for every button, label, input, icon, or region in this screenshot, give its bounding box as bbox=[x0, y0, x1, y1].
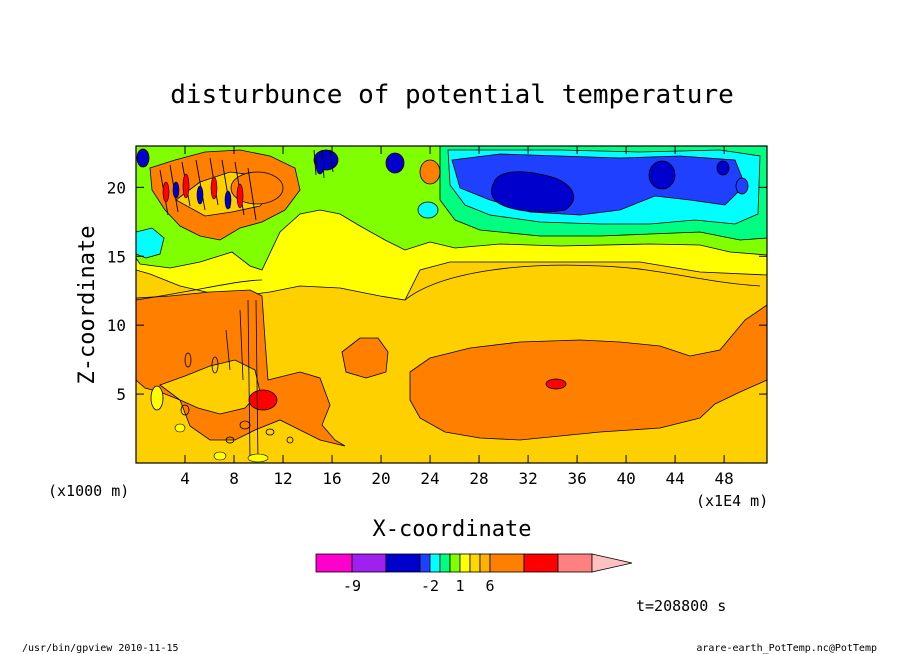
field-region-orange-right bbox=[409, 304, 767, 441]
colorbar-segment bbox=[429, 553, 441, 573]
x-axis-label: X-coordinate bbox=[373, 517, 532, 542]
colorbar-segment bbox=[523, 553, 559, 573]
x-tick-label: 16 bbox=[322, 469, 341, 488]
colorbar-segment bbox=[419, 553, 431, 573]
y-tick-label: 15 bbox=[107, 247, 126, 266]
y-unit-label: (x1000 m) bbox=[48, 482, 129, 500]
field-noise-lower-fill bbox=[174, 423, 269, 463]
y-tick-label: 5 bbox=[116, 385, 126, 404]
field-blob-yellow-1 bbox=[150, 385, 164, 411]
field-region-orange-mid bbox=[341, 337, 389, 379]
field-region-darkblue bbox=[491, 171, 575, 213]
x-unit-label: (x1E4 m) bbox=[696, 492, 768, 510]
colorbar-segment bbox=[449, 553, 461, 573]
field-streaks-red bbox=[162, 173, 244, 209]
y-axis-label: Z-coordinate bbox=[75, 226, 100, 385]
field-streaks-blue bbox=[172, 155, 325, 210]
colorbar-tick-label: -2 bbox=[421, 577, 439, 595]
field-contours bbox=[136, 264, 761, 301]
footer-right: arare-earth_PotTemp.nc@PotTemp bbox=[696, 643, 877, 654]
colorbar-segment bbox=[557, 553, 593, 573]
colorbar-segment bbox=[351, 553, 387, 573]
colorbar-segment bbox=[459, 553, 471, 573]
field-noise-lower bbox=[180, 299, 294, 463]
x-axis-ticks: 4 8 12 16 20 24 28 32 36 40 44 48 bbox=[180, 146, 734, 488]
x-tick-label: 40 bbox=[616, 469, 635, 488]
field-blob-cyan-1 bbox=[417, 201, 439, 219]
colorbar-segment bbox=[439, 553, 451, 573]
plot-frame bbox=[135, 145, 768, 464]
colorbar-tick-label: 1 bbox=[455, 577, 464, 595]
x-tick-label: 48 bbox=[714, 469, 733, 488]
colorbar-segment bbox=[469, 553, 481, 573]
field-blob-blue-1 bbox=[385, 152, 405, 174]
time-label: t=208800 s bbox=[636, 597, 726, 615]
colorbar-segment bbox=[315, 553, 353, 573]
x-tick-label: 28 bbox=[469, 469, 488, 488]
x-tick-label: 32 bbox=[518, 469, 537, 488]
x-tick-label: 8 bbox=[229, 469, 239, 488]
x-tick-label: 24 bbox=[420, 469, 439, 488]
field-region-darkblue-2 bbox=[648, 160, 676, 190]
colorbar-tick-label: -9 bbox=[343, 577, 361, 595]
x-tick-label: 36 bbox=[567, 469, 586, 488]
colorbar-segment bbox=[479, 553, 491, 573]
colorbar bbox=[315, 553, 633, 573]
footer-left: /usr/bin/gpview 2010-11-15 bbox=[22, 643, 179, 654]
y-tick-label: 10 bbox=[107, 316, 126, 335]
plot-area bbox=[136, 146, 767, 463]
field-blob-orange-1 bbox=[230, 171, 284, 205]
x-tick-label: 44 bbox=[665, 469, 684, 488]
y-tick-label: 20 bbox=[107, 178, 126, 197]
colorbar-segment bbox=[385, 553, 421, 573]
y-axis-ticks: 5 10 15 20 bbox=[107, 178, 767, 404]
colorbar-segment bbox=[489, 553, 525, 573]
x-tick-label: 4 bbox=[180, 469, 190, 488]
field-blob-red-2 bbox=[248, 389, 278, 411]
field-blob-blue-2 bbox=[136, 148, 150, 168]
colorbar-extension-arrow bbox=[591, 553, 633, 573]
field-region-cyan-left bbox=[136, 227, 165, 259]
x-tick-label: 12 bbox=[273, 469, 292, 488]
x-tick-label: 20 bbox=[371, 469, 390, 488]
field-blob-cyan-2 bbox=[735, 177, 749, 195]
colorbar-tick-labels: -9 -2 1 6 bbox=[343, 577, 495, 595]
chart-title: disturbunce of potential temperature bbox=[170, 80, 734, 110]
colorbar-tick-label: 6 bbox=[485, 577, 494, 595]
field-blob-orange-2 bbox=[419, 159, 441, 185]
field-blob-red-3 bbox=[545, 378, 567, 390]
field-blob-blue-3 bbox=[716, 160, 730, 176]
